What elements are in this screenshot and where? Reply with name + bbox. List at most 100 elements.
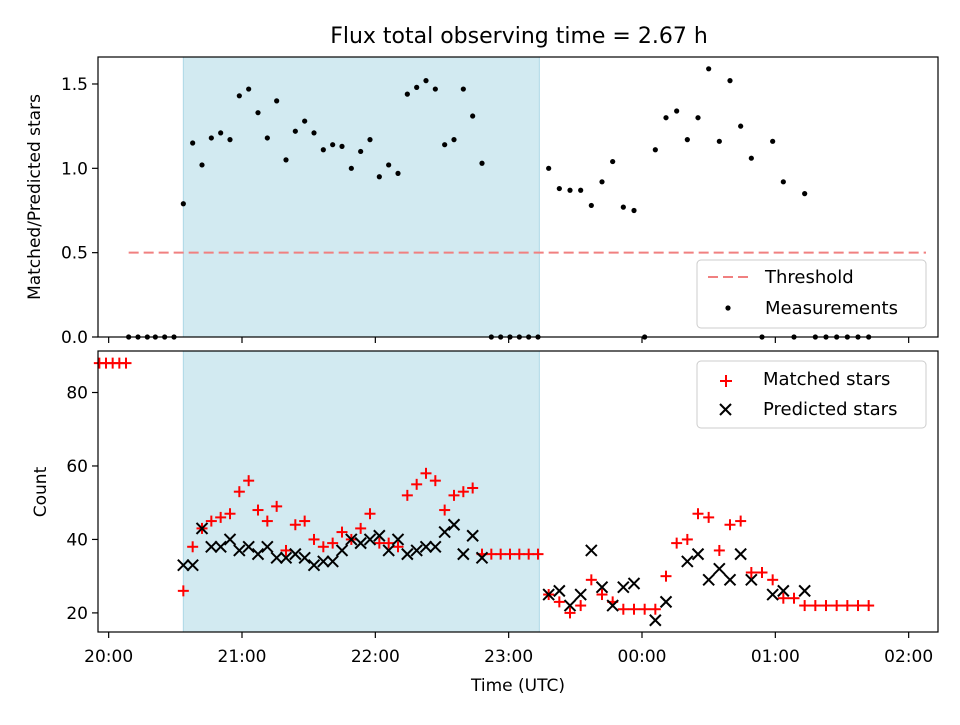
matched-star-point (401, 489, 413, 501)
predicted-star-point (205, 540, 218, 553)
measurement-point (414, 84, 420, 90)
measurement-point (432, 86, 438, 92)
measurement-point (339, 143, 345, 149)
measurement-point (376, 174, 382, 180)
measurement-point (727, 78, 733, 84)
matched-star-point (187, 541, 199, 553)
predicted-star-point (574, 588, 587, 601)
measurement-point (674, 108, 680, 114)
predicted-star-point (363, 533, 377, 546)
predicted-star-point (457, 547, 470, 561)
legend-predicted-swatch (719, 403, 732, 416)
predicted-star-point (419, 540, 433, 553)
measurement-point (610, 158, 616, 165)
matched-star-point (799, 600, 811, 612)
matched-star-point (392, 541, 404, 553)
measurement-point (255, 110, 261, 116)
matched-star-point (336, 526, 348, 538)
measurement-point (311, 130, 317, 136)
matched-star-point (735, 515, 747, 527)
predicted-star-point (447, 518, 461, 531)
x-tick-label: 01:00 (751, 647, 800, 667)
measurement-point (208, 135, 214, 141)
measurement-point (180, 201, 186, 207)
matched-star-point (788, 592, 800, 604)
measurement-point (451, 137, 457, 143)
predicted-star-point (317, 555, 330, 568)
count-plot-frame (97, 350, 939, 633)
measurement-point (460, 86, 466, 92)
predicted-star-point (595, 580, 609, 594)
predicted-star-point (553, 584, 566, 598)
matched-star-point (671, 537, 683, 549)
predicted-star-point (681, 555, 694, 568)
x-tick-label: 02:00 (884, 647, 933, 667)
matched-star-point (649, 603, 661, 615)
predicted-star-point (745, 573, 758, 587)
predicted-star-point (335, 544, 349, 557)
matched-star-point (777, 592, 789, 604)
matched-star-point (841, 600, 853, 612)
ratio-y-ticks: 0.0 0.5 1.0 1.5 (61, 75, 98, 348)
measurement-point (479, 160, 485, 166)
measurement-point (663, 115, 669, 121)
measurement-point (386, 162, 392, 168)
predicted-star-point (279, 551, 293, 565)
legend-measurements-swatch (725, 305, 731, 311)
measurement-point (620, 204, 626, 210)
measurement-point (404, 91, 410, 97)
legend-matched-swatch (720, 375, 732, 387)
measurement-point (423, 78, 429, 84)
y-tick-label: 1.0 (61, 159, 88, 179)
matched-star-point (177, 585, 189, 597)
matched-star-point (831, 600, 843, 612)
predicted-star-point (659, 595, 673, 609)
matched-star-point (564, 607, 576, 619)
predicted-star-point (270, 551, 283, 565)
predicted-star-point (734, 547, 747, 561)
ratio-y-axis-label: Matched/Predicted stars (25, 94, 45, 300)
matched-star-point (420, 467, 432, 479)
measurement-point (684, 137, 690, 143)
ratio-shaded-interval (182, 56, 540, 338)
matched-star-point (553, 596, 565, 608)
matched-star-point (809, 600, 821, 612)
count-x-ticks: 20:00 21:00 22:00 23:00 00:00 01:00 02:00 (84, 632, 933, 667)
y-tick-label: 60 (66, 457, 88, 477)
x-axis-label: Time (UTC) (470, 676, 565, 696)
matched-star-point (703, 511, 715, 523)
count-legend: Matched stars Predicted stars (696, 360, 927, 429)
matched-star-point (513, 548, 525, 560)
matched-star-point (820, 600, 832, 612)
measurement-point (706, 66, 712, 72)
matched-star-point (205, 515, 217, 527)
measurement-point (199, 162, 205, 168)
predicted-star-point (627, 577, 641, 590)
matched-star-point (724, 519, 736, 531)
y-tick-label: 1.5 (61, 75, 88, 95)
x-tick-label: 21:00 (218, 647, 267, 667)
predicted-star-point (691, 547, 705, 561)
predicted-star-point (475, 551, 489, 565)
matched-star-point (660, 570, 672, 582)
predicted-star-point (585, 544, 598, 557)
measurement-point (236, 93, 242, 99)
predicted-star-point (177, 558, 190, 572)
ratio-x-ticks (108, 337, 910, 343)
legend-threshold-label: Threshold (764, 267, 854, 288)
count-y-ticks: 20 40 60 80 (66, 384, 98, 624)
measurement-point (283, 157, 289, 163)
predicted-star-point (702, 573, 715, 587)
measurement-point (367, 137, 373, 143)
y-tick-label: 0.0 (61, 328, 88, 348)
measurement-point (599, 179, 605, 185)
matched-star-point (596, 589, 608, 601)
predicted-star-point (713, 562, 726, 576)
predicted-star-point (242, 540, 255, 553)
measurement-point (330, 142, 336, 148)
matched-star-point (364, 508, 376, 520)
matched-star-point (327, 537, 339, 549)
ratio-panel: 0.0 0.5 1.0 1.5 Matched/Predicted stars Thr… (25, 56, 939, 348)
predicted-star-point (777, 584, 790, 598)
matched-star-point (863, 600, 875, 612)
